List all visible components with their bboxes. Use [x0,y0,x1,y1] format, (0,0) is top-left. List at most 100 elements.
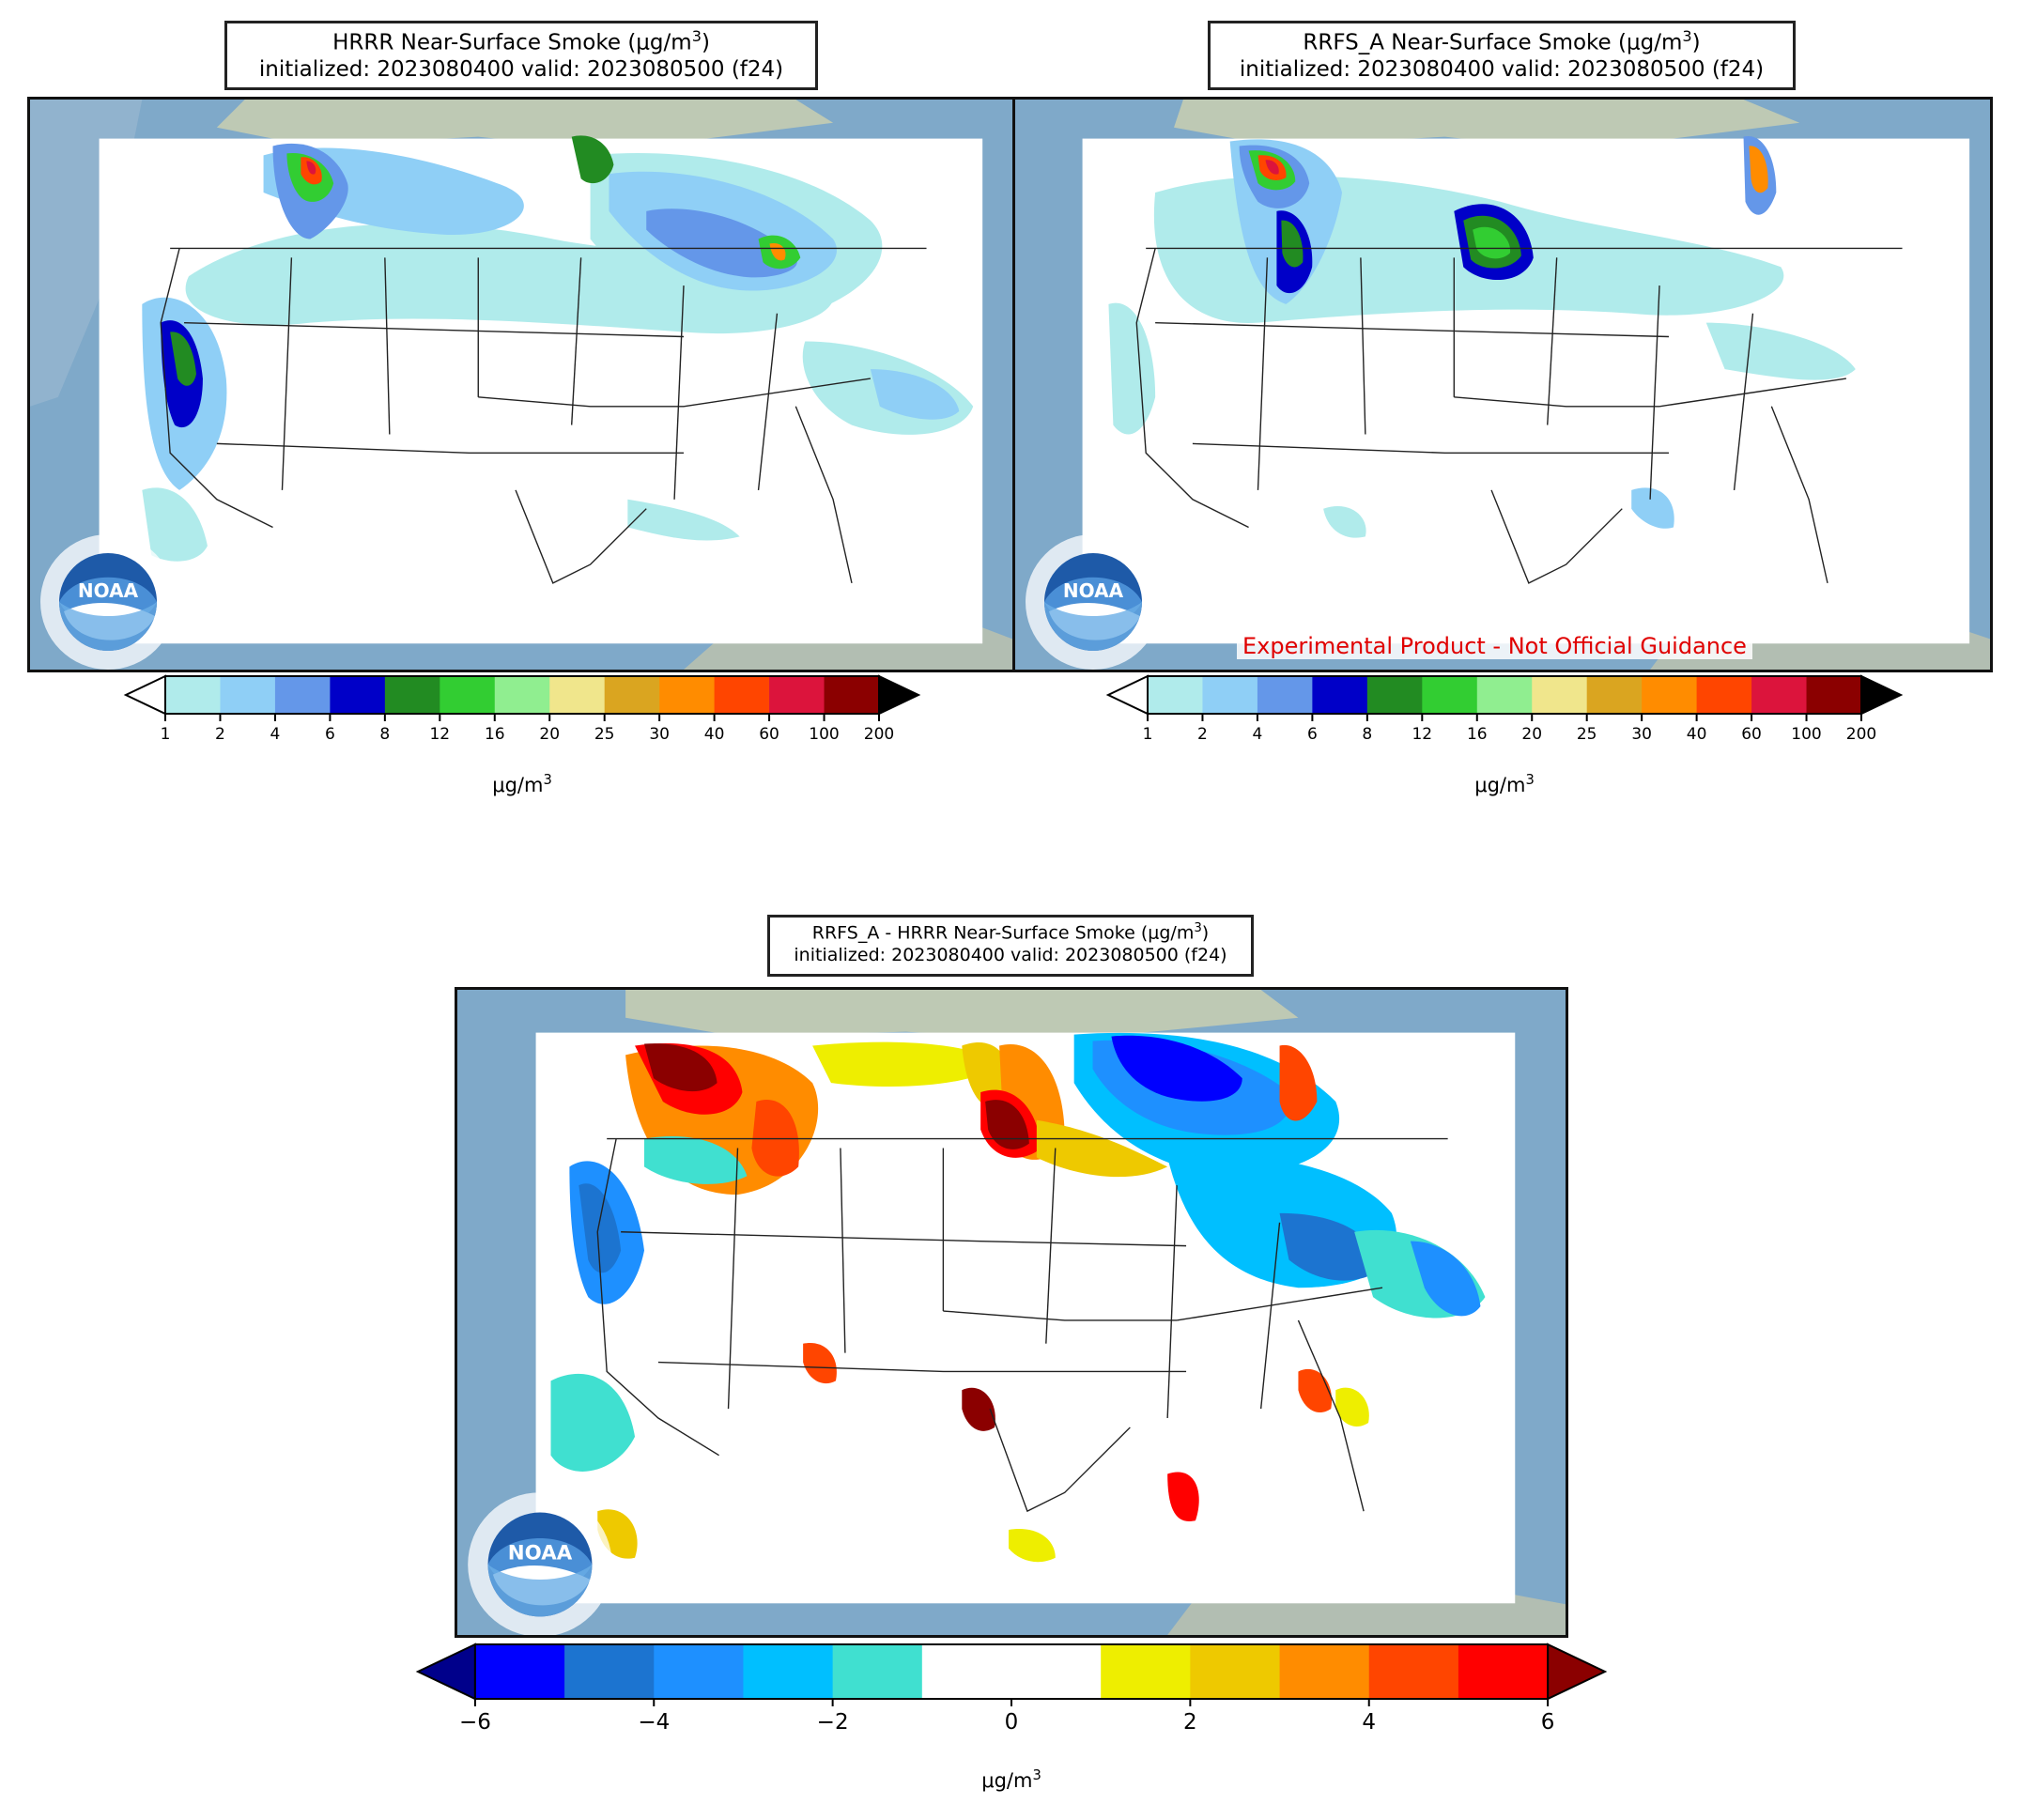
hrrr-colorbar-unit: μg/m3 [492,772,552,796]
difference-colorbar-unit: μg/m3 [981,1767,1041,1792]
rrfs-title-suffix: ) [1691,30,1701,55]
diff-title-line1: RRFS_A - HRRR Near-Surface Smoke (μg/m [811,922,1195,944]
colorbar-segment [1476,676,1533,714]
colorbar-over-extend [878,674,921,716]
hrrr-title-sup: 3 [691,27,702,45]
colorbar-tick-label: 6 [1306,725,1318,744]
colorbar-segment [1011,1644,1102,1699]
colorbar-tick-label: 6 [324,725,335,744]
hrrr-colorbar-bar [123,674,921,721]
colorbar-under-extend [415,1643,476,1701]
colorbar-outline [1147,675,1862,715]
colorbar-under-extend [123,674,166,716]
colorbar-segment [1458,1644,1549,1699]
colorbar-segment [384,676,440,714]
colorbar-segment [330,676,386,714]
colorbar-segment [1279,1644,1370,1699]
rrfs-unit-sup: 3 [1525,772,1535,788]
noaa-logo: NOAA [465,1489,615,1635]
hrrr-title-line2: initialized: 2023080400 valid: 202308050… [258,57,784,83]
colorbar-tick-label: 200 [1845,725,1877,744]
difference-colorbar-bar [415,1643,1608,1706]
colorbar-tick-label: 1 [1142,725,1153,744]
colorbar-tick-label: 30 [1631,725,1652,744]
colorbar-segment [474,1644,565,1699]
rrfs-colorbar-unit: μg/m3 [1474,772,1535,796]
rrfs-title-sup: 3 [1682,27,1692,45]
colorbar-outline [164,675,880,715]
colorbar-segment [1148,676,1203,714]
colorbar-tick-label: 2 [1183,1710,1197,1735]
colorbar-tick-label: 60 [759,725,779,744]
colorbar-segment [1202,676,1258,714]
colorbar-tick-label: 0 [1004,1710,1019,1735]
colorbar-segment [832,1644,923,1699]
colorbar-tick-label: 1 [160,725,171,744]
colorbar-tick-label: 20 [539,725,561,744]
hrrr-title-line1: HRRR Near-Surface Smoke (μg/m [332,30,692,55]
colorbar-tick-label: 2 [215,725,225,744]
colorbar-segment [659,676,716,714]
colorbar-tick-label: 20 [1521,725,1543,744]
diff-title-sup: 3 [1194,921,1202,935]
colorbar-segment [604,676,660,714]
colorbar-segment [1190,1644,1281,1699]
colorbar-segment [1696,676,1752,714]
colorbar-over-extend [1547,1643,1608,1701]
rrfs-panel-title: RRFS_A Near-Surface Smoke (μg/m3) initia… [1208,21,1796,90]
colorbar-segment [824,676,880,714]
colorbar-under-extend [1105,674,1149,716]
diff-title-line2: initialized: 2023080400 valid: 202308050… [794,945,1227,966]
experimental-disclaimer: Experimental Product - Not Official Guid… [1237,633,1752,659]
hrrr-panel-title: HRRR Near-Surface Smoke (μg/m3) initiali… [224,21,818,90]
colorbar-segment [440,676,496,714]
colorbar-tick-label: 60 [1741,725,1762,744]
colorbar-segment [1101,1644,1191,1699]
colorbar-segment [1806,676,1862,714]
colorbar-tick-label: −6 [458,1710,491,1735]
colorbar-segment [1642,676,1698,714]
colorbar-segment [714,676,770,714]
colorbar-segment [654,1644,744,1699]
noaa-logo-text: NOAA [1063,579,1124,602]
hrrr-unit-sup: 3 [543,772,552,788]
colorbar-tick-label: 40 [1686,725,1707,744]
colorbar-segment [1257,676,1313,714]
colorbar-tick-label: 8 [1362,725,1373,744]
rrfs-colorbar-bar [1105,674,1904,721]
colorbar-segment [549,676,606,714]
diff-panel-title: RRFS_A - HRRR Near-Surface Smoke (μg/m3)… [767,915,1254,977]
colorbar-tick-label: 16 [484,725,505,744]
difference-smoke-map: NOAA [455,987,1568,1638]
colorbar-segment [1312,676,1368,714]
colorbar-tick-label: 100 [809,725,840,744]
colorbar-segment [1368,1644,1459,1699]
colorbar-segment [1366,676,1423,714]
noaa-logo: NOAA [38,532,178,670]
difference-unit-sup: 3 [1032,1767,1041,1783]
rrfs-smoke-map: NOAA Experimental Product - Not Official… [1012,97,1993,672]
colorbar-tick-label: 200 [863,725,895,744]
colorbar-tick-label: 100 [1791,725,1822,744]
colorbar-segment [494,676,550,714]
colorbar-tick-label: 4 [270,725,281,744]
rrfs-colorbar: 1 2 4 6 8 12 16 20 25 30 40 60 100 200 μg/m3 [1105,674,1904,808]
colorbar-tick-label: 25 [1576,725,1597,744]
rrfs-title-line1: RRFS_A Near-Surface Smoke (μg/m [1303,30,1683,55]
colorbar-tick-label: 4 [1252,725,1263,744]
colorbar-segment [1422,676,1478,714]
colorbar-segment [220,676,276,714]
hrrr-title-suffix: ) [701,30,710,55]
colorbar-tick-label: −4 [638,1710,671,1735]
colorbar-segment [1532,676,1588,714]
colorbar-tick-label: 12 [429,725,451,744]
colorbar-segment [769,676,825,714]
colorbar-tick-label: 40 [703,725,725,744]
hrrr-smoke-map: NOAA [27,97,1015,672]
colorbar-segment [274,676,331,714]
colorbar-segment [1586,676,1643,714]
noaa-logo: NOAA [1023,532,1164,670]
hrrr-colorbar: 1 2 4 6 8 12 16 20 25 30 40 60 100 200 μg/m3 [123,674,921,808]
rrfs-title-line2: initialized: 2023080400 valid: 202308050… [1239,57,1765,83]
colorbar-tick-label: −2 [816,1710,849,1735]
